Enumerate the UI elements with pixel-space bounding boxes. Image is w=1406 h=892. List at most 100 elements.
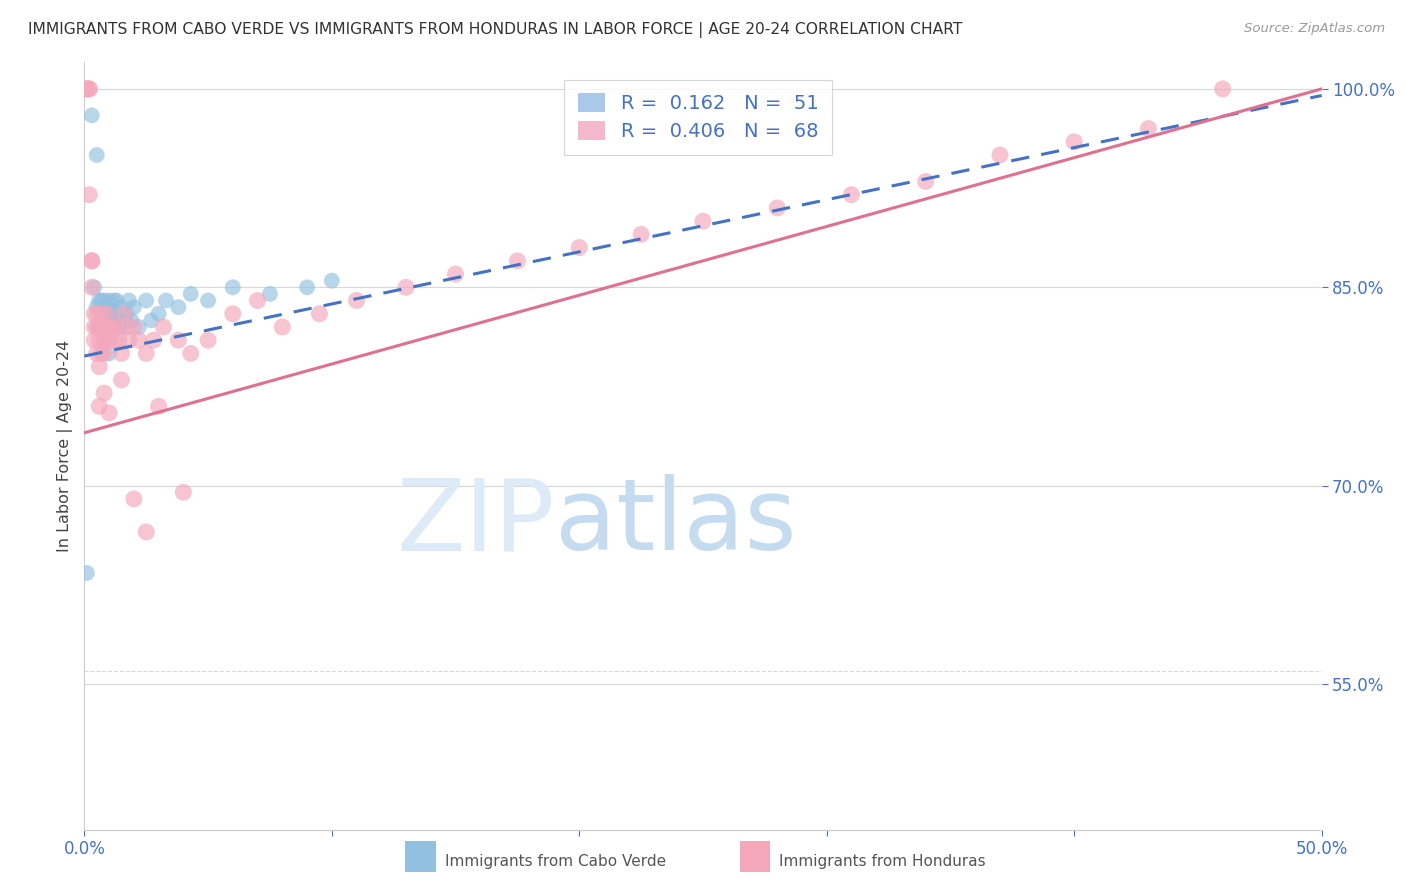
Point [76, 566, 98, 580]
Point [110, 373, 132, 387]
Point [1137, 121, 1160, 136]
Point [172, 485, 194, 500]
Point [105, 313, 128, 327]
Point [110, 320, 132, 334]
Point [96, 320, 118, 334]
Point [122, 300, 145, 314]
Point [98, 293, 121, 308]
Point [76, 82, 98, 96]
Point [90, 307, 112, 321]
Point [103, 307, 125, 321]
Point [86, 320, 108, 334]
Point [83, 280, 105, 294]
Point [321, 274, 343, 288]
Text: ZIP: ZIP [396, 475, 554, 571]
Point [444, 267, 467, 281]
Point [89, 320, 111, 334]
Point [90, 320, 112, 334]
Text: Source: ZipAtlas.com: Source: ZipAtlas.com [1244, 22, 1385, 36]
Point [148, 400, 170, 414]
Point [108, 320, 131, 334]
Point [96, 320, 118, 334]
Point [86, 307, 108, 321]
Point [118, 293, 141, 308]
Point [89, 333, 111, 347]
Point [100, 320, 122, 334]
Point [118, 333, 141, 347]
Point [120, 313, 142, 327]
Point [167, 333, 190, 347]
Point [142, 333, 165, 347]
Point [167, 300, 190, 314]
Point [100, 313, 122, 327]
Point [108, 333, 131, 347]
Point [76, 82, 98, 96]
Point [1063, 135, 1085, 149]
Point [93, 320, 115, 334]
Point [180, 286, 202, 301]
Point [103, 293, 125, 308]
Point [914, 174, 936, 188]
Point [79, 82, 101, 96]
Point [100, 320, 122, 334]
Point [93, 300, 115, 314]
Point [98, 307, 121, 321]
Point [86, 346, 108, 360]
Text: Immigrants from Honduras: Immigrants from Honduras [779, 855, 986, 869]
Point [90, 346, 112, 360]
Point [98, 333, 121, 347]
Point [90, 307, 112, 321]
Point [155, 293, 177, 308]
Point [98, 320, 121, 334]
Text: Immigrants from Cabo Verde: Immigrants from Cabo Verde [444, 855, 666, 869]
Point [90, 293, 112, 308]
Point [90, 313, 112, 327]
Point [115, 320, 138, 334]
Point [89, 320, 111, 334]
Point [135, 524, 157, 539]
Point [80, 253, 103, 268]
Point [89, 293, 111, 308]
Point [86, 148, 108, 162]
Point [96, 307, 118, 321]
Point [89, 400, 111, 414]
Point [841, 187, 863, 202]
Point [80, 253, 103, 268]
Y-axis label: In Labor Force | Age 20-24: In Labor Force | Age 20-24 [58, 340, 73, 552]
Point [122, 491, 145, 506]
Point [103, 333, 125, 347]
Point [222, 307, 245, 321]
Point [197, 333, 219, 347]
Point [89, 359, 111, 374]
Point [766, 201, 789, 215]
Point [105, 293, 128, 308]
Point [93, 320, 115, 334]
Point [115, 307, 138, 321]
Point [988, 148, 1011, 162]
Point [395, 280, 418, 294]
Point [93, 386, 115, 401]
Text: IMMIGRANTS FROM CABO VERDE VS IMMIGRANTS FROM HONDURAS IN LABOR FORCE | AGE 20-2: IMMIGRANTS FROM CABO VERDE VS IMMIGRANTS… [28, 22, 963, 38]
Point [1212, 82, 1234, 96]
Point [79, 187, 101, 202]
Point [128, 320, 150, 334]
Point [96, 320, 118, 334]
Point [180, 346, 202, 360]
Point [692, 214, 714, 228]
Point [96, 300, 118, 314]
Point [80, 108, 103, 122]
Point [295, 280, 318, 294]
Point [271, 320, 294, 334]
Point [128, 333, 150, 347]
Point [100, 307, 122, 321]
Point [80, 280, 103, 294]
Point [83, 333, 105, 347]
Point [98, 320, 121, 334]
Legend: R =  0.162   N =  51, R =  0.406   N =  68: R = 0.162 N = 51, R = 0.406 N = 68 [564, 79, 832, 154]
Point [98, 346, 121, 360]
Point [259, 286, 281, 301]
Point [105, 320, 128, 334]
Text: atlas: atlas [554, 475, 796, 571]
Point [135, 293, 157, 308]
Point [93, 333, 115, 347]
